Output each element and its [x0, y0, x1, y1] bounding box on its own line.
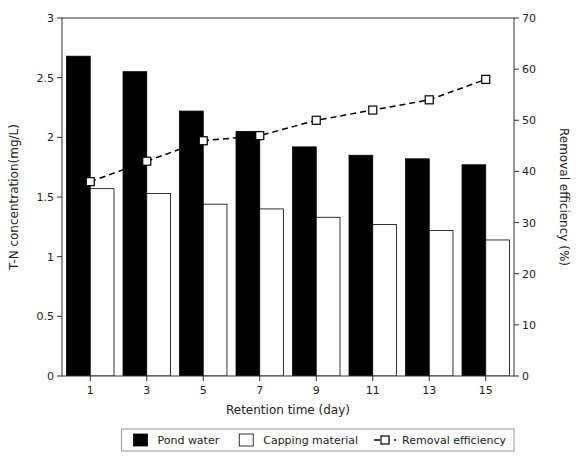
marker [482, 75, 490, 83]
marker [256, 132, 264, 140]
y-tick [57, 256, 62, 257]
marker [86, 178, 94, 186]
y2-tick-label: 60 [522, 63, 536, 76]
plot-frame [62, 18, 514, 376]
bar [260, 209, 284, 376]
y-tick [57, 137, 62, 138]
y2-tick [514, 18, 519, 19]
bar [67, 56, 91, 376]
legend-frame [121, 429, 514, 451]
y-tick [57, 376, 62, 377]
legend-symbol [239, 434, 253, 446]
y2-tick-label: 40 [522, 165, 536, 178]
y2-tick [514, 273, 519, 274]
marker [369, 106, 377, 114]
y2-tick-label: 50 [522, 114, 536, 127]
background [0, 0, 576, 458]
legend-label: Capping material [263, 434, 358, 447]
y-tick-label: 2 [47, 131, 54, 144]
bar [462, 165, 486, 376]
x-tick-label: 7 [256, 384, 263, 397]
y-tick [57, 77, 62, 78]
bar [349, 155, 373, 376]
y-tick-label: 1 [47, 251, 54, 264]
x-tick [203, 376, 204, 381]
y-tick-label: 0.5 [37, 310, 55, 323]
x-tick-label: 1 [87, 384, 94, 397]
line [90, 79, 486, 181]
y-tick-label: 0 [47, 370, 54, 383]
legend-symbol [381, 436, 389, 444]
x-tick [372, 376, 373, 381]
y2-tick [514, 324, 519, 325]
legend: Pond water Capping material Removal effici… [121, 429, 514, 451]
x-axis-label: Retention time (day) [226, 403, 350, 417]
y2-tick-label: 70 [522, 12, 536, 25]
marker [143, 157, 151, 165]
bar [236, 131, 260, 376]
marks [67, 56, 510, 376]
x-tick-label: 13 [422, 384, 436, 397]
y2-tick [514, 222, 519, 223]
y2-tick [514, 171, 519, 172]
y2-tick [514, 69, 519, 70]
bar [203, 204, 227, 376]
y2-tick-label: 0 [522, 370, 529, 383]
x-tick-label: 5 [200, 384, 207, 397]
x-tick [485, 376, 486, 381]
y-tick-label: 1.5 [37, 191, 55, 204]
bar [316, 217, 340, 376]
marker [312, 116, 320, 124]
bar [429, 230, 453, 376]
legend-label: Pond water [157, 434, 219, 447]
y-tick-label: 3 [47, 12, 54, 25]
y2-axis-label: Removal efficiency (%) [557, 128, 571, 266]
y-axis-label: T-N concentration(mg/L) [7, 124, 21, 271]
legend-item: Removal efficiency [374, 434, 506, 447]
x-tick-label: 9 [313, 384, 320, 397]
marker [199, 137, 207, 145]
y-tick [57, 197, 62, 198]
marker [425, 96, 433, 104]
bar [90, 189, 114, 376]
x-tick-label: 3 [143, 384, 150, 397]
y2-tick [514, 120, 519, 121]
bar [406, 159, 430, 376]
y2-tick-label: 30 [522, 217, 536, 230]
y2-tick-label: 10 [522, 319, 536, 332]
y2-tick [514, 376, 519, 377]
bar [147, 193, 171, 376]
y-tick-label: 2.5 [37, 72, 55, 85]
x-tick [316, 376, 317, 381]
x-tick [429, 376, 430, 381]
legend-symbol [133, 434, 147, 446]
bar [180, 111, 204, 376]
bar [123, 72, 147, 376]
x-tick [90, 376, 91, 381]
y-tick [57, 18, 62, 19]
bar [373, 224, 397, 376]
x-tick-label: 11 [366, 384, 380, 397]
bar [293, 147, 317, 376]
x-tick [259, 376, 260, 381]
y-tick [57, 316, 62, 317]
chart: 00.511.522.5301020304050607013579111315R… [0, 0, 576, 458]
legend-item: Pond water [133, 434, 219, 447]
x-tick-label: 15 [479, 384, 493, 397]
bar [486, 240, 510, 376]
legend-label: Removal efficiency [402, 434, 506, 447]
chart-container: 00.511.522.5301020304050607013579111315R… [0, 0, 576, 458]
legend-item: Capping material [239, 434, 358, 447]
y2-tick-label: 20 [522, 268, 536, 281]
x-tick [146, 376, 147, 381]
